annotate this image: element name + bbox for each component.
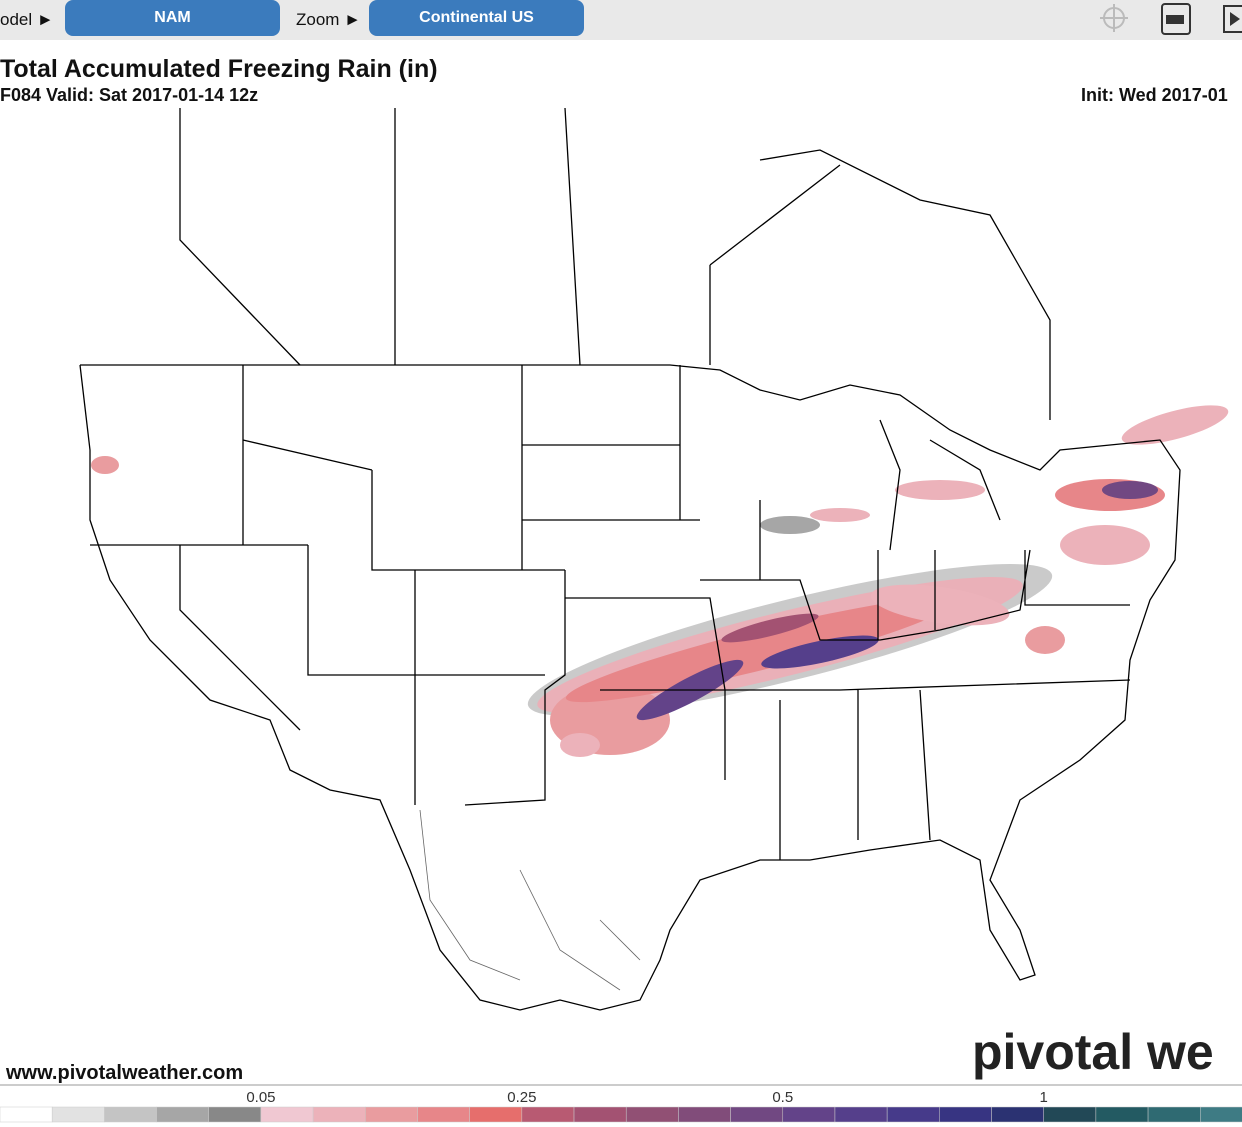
colorbar-swatch <box>417 1106 470 1123</box>
colorbar-swatch <box>208 1106 262 1123</box>
colorbar-swatch <box>156 1106 209 1123</box>
colorbar-swatch <box>939 1106 992 1123</box>
precip <box>91 405 1229 757</box>
colorbar-swatch <box>782 1106 836 1123</box>
colorbar-swatch <box>730 1106 784 1123</box>
toolbar: odel ► NAM Zoom ► Continental US <box>0 0 1242 40</box>
colorbar-label: 0.25 <box>507 1089 536 1106</box>
colorbar-swatch <box>1200 1106 1242 1123</box>
site-url: www.pivotalweather.com <box>6 1062 244 1084</box>
colorbar-swatch <box>1043 1106 1097 1123</box>
zoom-label: Zoom ► <box>296 10 362 29</box>
colorbar-swatch <box>1147 1106 1201 1123</box>
colorbar-swatch <box>625 1106 679 1123</box>
colorbar-swatch <box>51 1106 105 1123</box>
valid-time: F084 Valid: Sat 2017-01-14 12z <box>0 85 259 105</box>
model-button[interactable]: NAM <box>65 0 280 36</box>
title: Total Accumulated Freezing Rain (in) <box>0 55 438 83</box>
init-time: Init: Wed 2017-01 <box>1081 85 1228 105</box>
toolbar-icons <box>1100 3 1242 35</box>
mexico-lines <box>419 809 641 991</box>
zoom-button[interactable]: Continental US <box>369 0 584 36</box>
colorbar-label: 0.5 <box>772 1089 793 1106</box>
colorbar-swatch <box>521 1106 575 1123</box>
watermark: pivotal we <box>972 1024 1214 1080</box>
locate-icon[interactable] <box>1100 4 1128 32</box>
colorbar-swatch <box>678 1106 731 1123</box>
colorbar-label: 0.05 <box>246 1089 275 1106</box>
colorbar-swatch <box>991 1106 1044 1123</box>
play-icon[interactable] <box>1223 5 1242 33</box>
colorbar-label: 1 <box>1040 1089 1048 1106</box>
colorbar-swatch <box>469 1106 523 1123</box>
colorbar-swatch <box>834 1106 888 1123</box>
boundaries <box>79 107 1181 1011</box>
colorbar-swatch <box>312 1106 366 1123</box>
colorbar-swatch <box>1095 1106 1149 1123</box>
colorbar-swatch <box>886 1106 940 1123</box>
gif-icon[interactable] <box>1161 3 1191 35</box>
model-label: odel ► <box>0 10 54 29</box>
colorbar-swatch <box>573 1106 627 1123</box>
colorbar-swatch <box>0 1106 53 1123</box>
colorbar-swatch <box>260 1106 314 1123</box>
colorbar-swatch <box>365 1106 418 1123</box>
colorbar-swatch <box>104 1106 157 1123</box>
